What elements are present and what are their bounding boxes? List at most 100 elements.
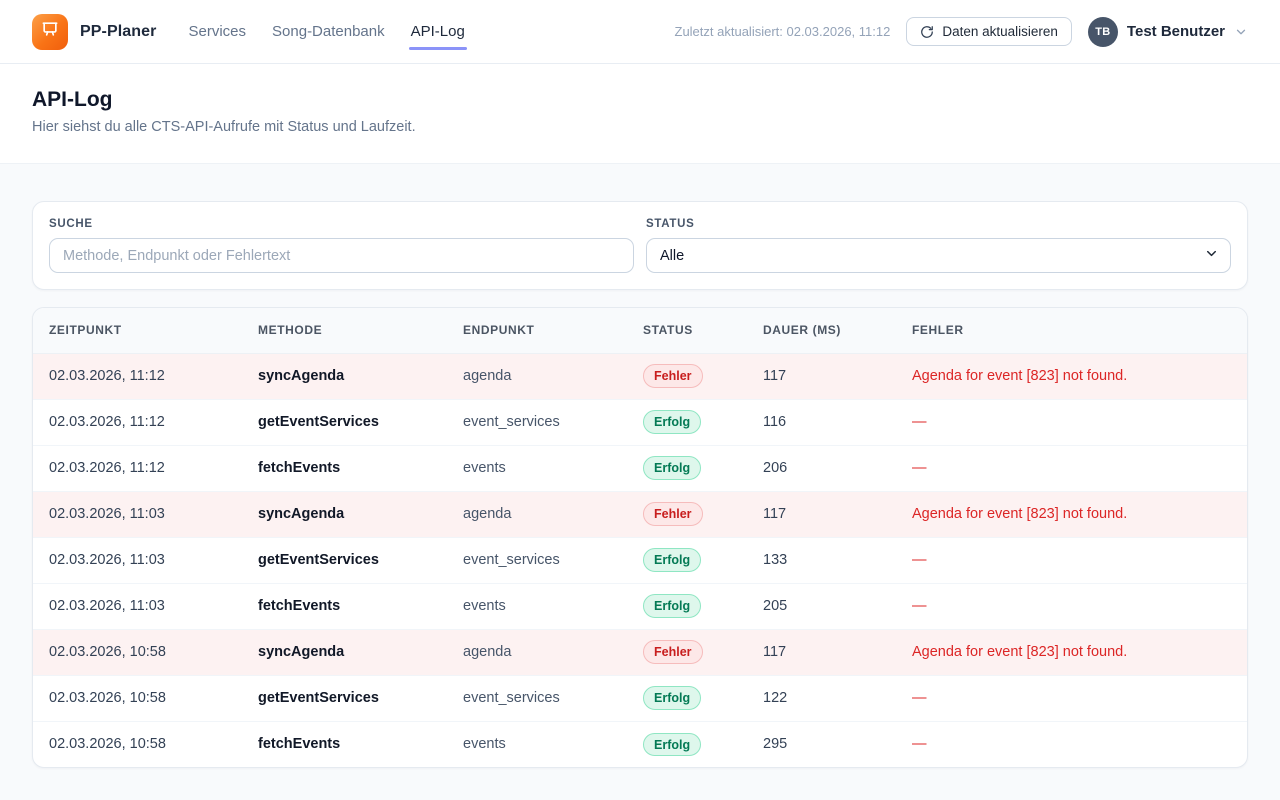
brand-name: PP-Planer xyxy=(80,22,157,40)
last-updated-text: Zuletzt aktualisiert: 02.03.2026, 11:12 xyxy=(674,24,891,39)
cell-timestamp: 02.03.2026, 10:58 xyxy=(33,628,242,675)
cell-duration: 117 xyxy=(763,368,787,384)
cell-timestamp: 02.03.2026, 11:12 xyxy=(33,444,242,491)
col-dauer: Dauer (ms) xyxy=(747,308,896,354)
refresh-button-label: Daten aktualisieren xyxy=(942,24,1058,39)
cell-status: Erfolg xyxy=(627,398,747,445)
refresh-data-button[interactable]: Daten aktualisieren xyxy=(906,17,1072,46)
table-row: 02.03.2026, 11:03 getEventServices event… xyxy=(33,536,1247,583)
cell-endpoint: agenda xyxy=(447,628,627,675)
cell-error: — xyxy=(896,536,1247,583)
api-log-table: Zeitpunkt Methode Endpunkt Status Dauer … xyxy=(33,308,1247,767)
cell-duration: 116 xyxy=(747,398,896,445)
cell-duration: 117 xyxy=(747,628,896,675)
cell-endpoint: events xyxy=(447,444,627,491)
cell-duration: 295 xyxy=(747,720,896,767)
status-badge: Erfolg xyxy=(643,456,702,480)
cell-error: Agenda for event [823] not found. xyxy=(896,628,1247,675)
cell-error: Agenda for event [823] not found. xyxy=(896,490,1247,537)
status-select[interactable]: Alle xyxy=(646,238,1231,273)
cell-status: Erfolg xyxy=(627,674,747,721)
cell-endpoint: agenda xyxy=(463,368,512,384)
cell-timestamp: 02.03.2026, 11:03 xyxy=(33,582,242,629)
status-badge: Fehler xyxy=(643,640,703,664)
cell-endpoint: events xyxy=(447,720,627,767)
col-methode: Methode xyxy=(242,308,447,354)
nav-item-api-log[interactable]: API-Log xyxy=(408,17,468,50)
cell-duration: 133 xyxy=(747,536,896,583)
cell-timestamp: 02.03.2026, 10:58 xyxy=(33,674,242,721)
status-label: Status xyxy=(646,218,695,230)
page-header: API-Log Hier siehst du alle CTS-API-Aufr… xyxy=(0,64,1280,164)
cell-method: fetchEvents xyxy=(242,582,447,629)
table-row: 02.03.2026, 10:58 getEventServices event… xyxy=(33,674,1247,721)
status-select-wrap: Alle xyxy=(646,238,1231,273)
main-content: Suche Status Alle xyxy=(0,164,1280,768)
status-badge: Fehler xyxy=(643,364,703,388)
cell-status: Erfolg xyxy=(627,582,747,629)
filters-panel: Suche Status Alle xyxy=(32,201,1248,290)
col-fehler: Fehler xyxy=(896,308,1247,354)
cell-status: Erfolg xyxy=(627,444,747,491)
status-field-group: Status Alle xyxy=(646,218,1231,273)
cell-error: Agenda for event [823] not found. xyxy=(912,368,1128,384)
table-row: 02.03.2026, 11:12 getEventServices event… xyxy=(33,398,1247,445)
cell-error: — xyxy=(896,674,1247,721)
table-row: 02.03.2026, 11:03 fetchEvents events Erf… xyxy=(33,582,1247,629)
app-logo xyxy=(32,13,68,50)
api-log-table-card: Zeitpunkt Methode Endpunkt Status Dauer … xyxy=(32,307,1248,768)
status-badge: Erfolg xyxy=(643,732,702,756)
cell-error: — xyxy=(896,444,1247,491)
cell-error: — xyxy=(896,582,1247,629)
cell-endpoint: event_services xyxy=(447,398,627,445)
table-row: 02.03.2026, 11:12 syncAgenda agenda Fehl… xyxy=(33,353,1247,399)
table-row: 02.03.2026, 10:58 syncAgenda agenda Fehl… xyxy=(33,628,1247,675)
col-status: Status xyxy=(627,308,747,354)
cell-endpoint: agenda xyxy=(447,490,627,537)
top-navigation-bar: PP-Planer Services Song-Datenbank API-Lo… xyxy=(0,0,1280,64)
search-input[interactable] xyxy=(49,238,634,273)
search-label: Suche xyxy=(49,218,93,230)
status-badge: Erfolg xyxy=(643,594,702,618)
topbar-right: Zuletzt aktualisiert: 02.03.2026, 11:12 … xyxy=(674,16,1249,47)
table-row: 02.03.2026, 10:58 fetchEvents events Erf… xyxy=(33,720,1247,767)
cell-method: fetchEvents xyxy=(242,444,447,491)
cell-status: Fehler xyxy=(627,353,747,399)
search-field-group: Suche xyxy=(49,218,634,273)
cell-endpoint: event_services xyxy=(447,674,627,721)
cell-duration: 122 xyxy=(747,674,896,721)
page-title: API-Log xyxy=(32,88,113,111)
cell-status: Fehler xyxy=(627,490,747,537)
chevron-down-icon xyxy=(1234,25,1248,39)
status-badge: Fehler xyxy=(643,502,703,526)
refresh-icon xyxy=(920,25,934,39)
cell-error: — xyxy=(896,720,1247,767)
cell-timestamp: 02.03.2026, 11:03 xyxy=(33,536,242,583)
user-menu[interactable]: TB Test Benutzer xyxy=(1087,16,1248,47)
table-row: 02.03.2026, 11:12 fetchEvents events Erf… xyxy=(33,444,1247,491)
presentation-icon xyxy=(40,19,60,44)
cell-timestamp: 02.03.2026, 11:12 xyxy=(33,398,242,445)
status-badge: Erfolg xyxy=(643,410,702,434)
cell-timestamp: 02.03.2026, 11:12 xyxy=(49,368,165,384)
cell-endpoint: events xyxy=(447,582,627,629)
table-header: Zeitpunkt Methode Endpunkt Status Dauer … xyxy=(33,308,1247,354)
cell-status: Erfolg xyxy=(627,536,747,583)
cell-duration: 117 xyxy=(747,490,896,537)
cell-duration: 205 xyxy=(747,582,896,629)
user-name: Test Benutzer xyxy=(1126,23,1225,40)
cell-timestamp: 02.03.2026, 10:58 xyxy=(33,720,242,767)
table-row: 02.03.2026, 11:03 syncAgenda agenda Fehl… xyxy=(33,490,1247,537)
cell-error: — xyxy=(896,398,1247,445)
cell-method: fetchEvents xyxy=(242,720,447,767)
nav-item-services[interactable]: Services xyxy=(188,23,247,40)
cell-timestamp: 02.03.2026, 11:03 xyxy=(33,490,242,537)
page-subtitle: Hier siehst du alle CTS-API-Aufrufe mit … xyxy=(32,119,416,135)
cell-method: syncAgenda xyxy=(258,368,345,384)
log-table-body: 02.03.2026, 11:12 syncAgenda agenda Fehl… xyxy=(33,353,1247,767)
col-zeitpunkt: Zeitpunkt xyxy=(33,308,242,354)
col-endpunkt: Endpunkt xyxy=(447,308,627,354)
cell-method: syncAgenda xyxy=(242,490,447,537)
main-nav: Services Song-Datenbank API-Log xyxy=(188,17,468,50)
nav-item-song-datenbank[interactable]: Song-Datenbank xyxy=(272,23,385,40)
